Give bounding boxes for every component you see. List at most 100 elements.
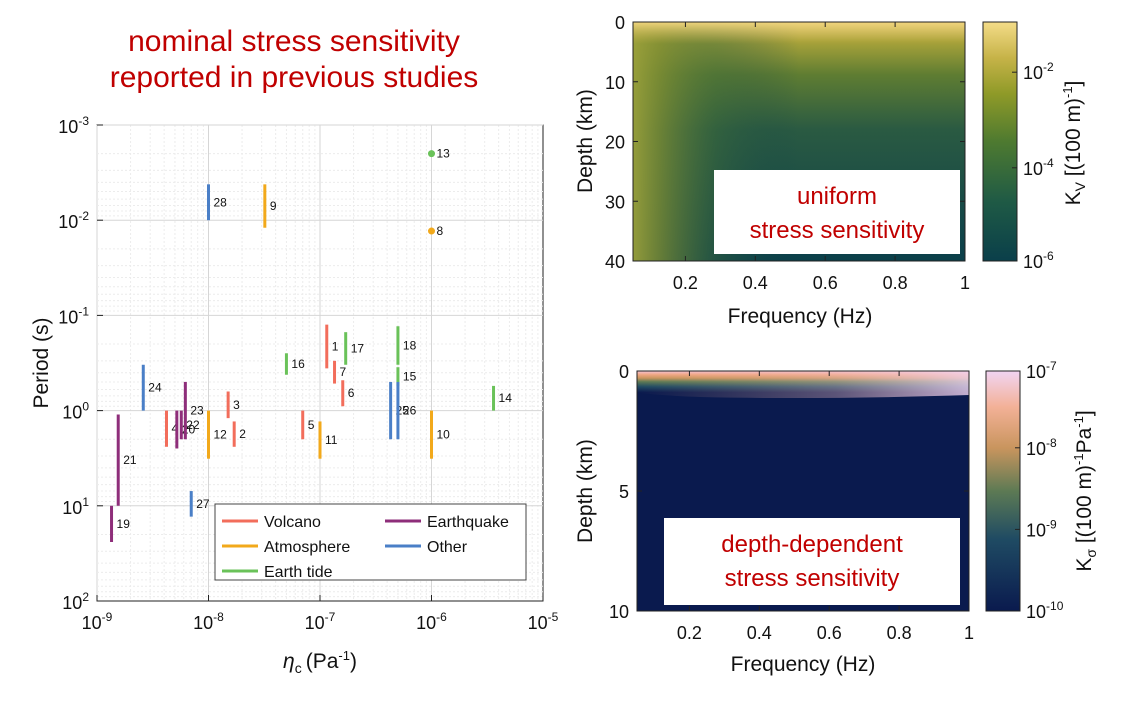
segment-23: 23 — [183, 381, 204, 440]
y-tick-label: 40 — [605, 252, 625, 272]
y-tick-label: 20 — [605, 133, 625, 153]
segment-label-4: 4 — [171, 422, 178, 436]
y-tick-label: 10 — [609, 602, 629, 622]
figure-title: nominal stress sensitivity reported in p… — [110, 25, 479, 94]
segment-21: 21 — [116, 414, 137, 506]
heatmap-uniform-y-label: Depth (km) — [574, 89, 597, 193]
segment-label-26: 26 — [403, 404, 417, 418]
heatmap-depth-surface-band — [637, 371, 969, 399]
segment-19: 19 — [110, 505, 130, 542]
segment-label-6: 6 — [348, 386, 355, 400]
legend-entry: Volcano — [222, 514, 321, 531]
x-tick-label: 0.2 — [673, 273, 698, 293]
heatmap-uniform-surface-band — [633, 22, 965, 44]
segment-9: 9 — [263, 184, 277, 228]
legend-label: Other — [427, 539, 468, 556]
segment-27: 27 — [189, 491, 210, 517]
segment-5: 5 — [301, 410, 315, 440]
colorbar-depth-ticks: 10-7 10-8 10-9 10-10 — [1015, 359, 1064, 622]
x-tick-label: 0.6 — [813, 273, 838, 293]
colorbar-uniform — [982, 21, 1018, 262]
segment-label-17: 17 — [351, 341, 365, 355]
axis-ticks: 10-9 10-8 10-7 10-6 10-510-310-210-110010110… — [58, 114, 558, 633]
x-tick-label: 0.8 — [883, 273, 908, 293]
segment-label-7: 7 — [340, 365, 347, 379]
y-tick-label: 102 — [62, 590, 89, 613]
legend-entry: Atmosphere — [222, 539, 350, 556]
segment-label-16: 16 — [291, 357, 305, 371]
colorbar-uniform-ticks: 10-2 10-4 10-6 — [1012, 60, 1054, 272]
segment-2: 2 — [232, 421, 246, 447]
segment-label-10: 10 — [437, 428, 451, 442]
segment-label-1: 1 — [332, 339, 339, 353]
y-tick-label: 10-3 — [58, 114, 89, 137]
legend: Volcano Earthquake Atmosphere Other Earth ti… — [214, 503, 527, 581]
segment-11: 11 — [318, 421, 338, 459]
legend-label: Atmosphere — [264, 539, 350, 556]
x-tick-label: 1 — [964, 623, 974, 643]
colorbar-tick-label: 10-10 — [1026, 599, 1064, 622]
segment-16: 16 — [284, 353, 305, 375]
segment-label-5: 5 — [308, 418, 315, 432]
segment-4: 4 — [164, 410, 178, 447]
y-tick-label: 101 — [62, 495, 89, 518]
x-tick-label: 0.2 — [677, 623, 702, 643]
colorbar-tick-label: 10-7 — [1026, 359, 1057, 382]
annotation-box-uniform — [714, 170, 960, 254]
segment-1: 1 — [325, 324, 339, 369]
segment-label-18: 18 — [403, 339, 417, 353]
colorbar-tick-label: 10-9 — [1026, 517, 1057, 540]
y-tick-label: 10-1 — [58, 304, 89, 327]
y-tick-label: 10-2 — [58, 209, 89, 232]
x-axis-label: ηc (Pa-1) — [283, 648, 357, 676]
colorbar-tick-label: 10-6 — [1023, 249, 1054, 272]
segment-22: 22 — [179, 410, 200, 440]
y-tick-label: 30 — [605, 192, 625, 212]
x-tick-label: 1 — [960, 273, 970, 293]
segment-28: 28 — [207, 184, 227, 221]
legend-entry: Other — [385, 539, 468, 556]
segment-6: 6 — [341, 380, 355, 407]
x-tick-label: 10-7 — [305, 610, 336, 633]
segment-label-21: 21 — [123, 453, 137, 467]
segment-label-24: 24 — [148, 381, 162, 395]
x-tick-label: 10-5 — [528, 610, 559, 633]
colorbar-depth-label: Kσ [(100 m)-1Pa-1] — [1071, 410, 1099, 571]
segment-label-11: 11 — [325, 433, 338, 447]
segment-26: 26 — [396, 381, 417, 440]
segment-13: 13 — [428, 147, 450, 161]
segment-label-8: 8 — [437, 224, 444, 238]
y-tick-label: 0 — [619, 362, 629, 382]
segment-label-2: 2 — [239, 427, 246, 441]
segment-8: 8 — [428, 224, 444, 238]
segment-label-12: 12 — [214, 428, 228, 442]
colorbar-tick-label: 10-4 — [1023, 156, 1054, 179]
y-tick-label: 10 — [605, 73, 625, 93]
segment-label-15: 15 — [403, 370, 417, 384]
annotation-depth-line-1: depth-dependent — [721, 531, 903, 558]
annotation-uniform-line-2: stress sensitivity — [750, 217, 925, 244]
x-tick-label: 10-8 — [193, 610, 224, 633]
y-axis-label: Period (s) — [30, 317, 53, 408]
segment-label-9: 9 — [270, 199, 277, 213]
legend-label: Earthquake — [427, 514, 509, 531]
segment-7: 7 — [333, 360, 347, 384]
legend-entry: Earthquake — [385, 514, 509, 531]
x-tick-label: 0.8 — [887, 623, 912, 643]
annotation-box-depth — [664, 518, 960, 605]
segment-12: 12 — [207, 410, 228, 459]
colorbar-depth — [985, 370, 1021, 612]
point-13 — [428, 150, 435, 158]
segment-10: 10 — [430, 410, 451, 459]
x-tick-label: 10-6 — [416, 610, 447, 633]
segment-14: 14 — [492, 385, 512, 411]
title-line-1: nominal stress sensitivity — [128, 25, 460, 58]
y-tick-label: 0 — [615, 13, 625, 33]
heatmap-uniform-x-label: Frequency (Hz) — [728, 305, 873, 328]
x-tick-label: 0.6 — [817, 623, 842, 643]
